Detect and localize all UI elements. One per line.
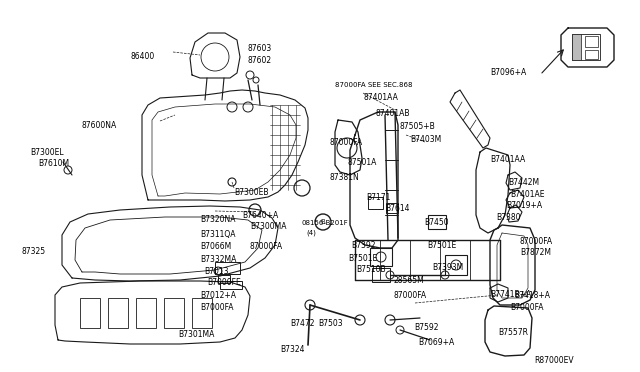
Text: B7300MA: B7300MA xyxy=(250,222,287,231)
Text: 86400: 86400 xyxy=(131,52,155,61)
Text: 87600NA: 87600NA xyxy=(82,121,117,130)
Text: B7472: B7472 xyxy=(290,319,314,328)
Bar xyxy=(585,50,598,59)
Text: 87000FA SEE SEC.868: 87000FA SEE SEC.868 xyxy=(335,82,413,88)
Text: B7640+A: B7640+A xyxy=(242,211,278,220)
Text: B7393M: B7393M xyxy=(432,263,463,272)
Text: B7401AE: B7401AE xyxy=(510,190,545,199)
Text: 87505+B: 87505+B xyxy=(400,122,436,131)
Text: B7442M: B7442M xyxy=(508,178,539,187)
Bar xyxy=(386,203,398,213)
Bar xyxy=(368,197,383,209)
Text: B7418+A: B7418+A xyxy=(514,291,550,300)
Text: B7872M: B7872M xyxy=(520,248,551,257)
Text: B7592: B7592 xyxy=(414,323,438,332)
Text: B7000FE: B7000FE xyxy=(207,278,241,287)
Text: B7510B: B7510B xyxy=(356,265,386,274)
Text: B7403M: B7403M xyxy=(410,135,441,144)
Text: (4): (4) xyxy=(306,230,316,237)
Text: 87325: 87325 xyxy=(22,247,46,256)
Text: 87401AA: 87401AA xyxy=(363,93,398,102)
Text: 87000FA: 87000FA xyxy=(519,237,552,246)
Bar xyxy=(218,275,230,283)
Text: B7019+A: B7019+A xyxy=(506,201,542,210)
Bar xyxy=(572,34,600,60)
Bar xyxy=(428,215,446,229)
Bar xyxy=(572,34,581,60)
Bar xyxy=(585,36,598,47)
Text: B: B xyxy=(321,219,325,225)
Text: B7069+A: B7069+A xyxy=(418,338,454,347)
Text: B7503: B7503 xyxy=(318,319,342,328)
Text: 28565M: 28565M xyxy=(393,276,424,285)
Text: B7013: B7013 xyxy=(204,267,228,276)
Text: B7741B+A: B7741B+A xyxy=(490,290,531,299)
Text: B7614: B7614 xyxy=(385,204,410,213)
Bar xyxy=(192,298,212,328)
Text: 87401AB: 87401AB xyxy=(375,109,410,118)
Text: B7300EL: B7300EL xyxy=(30,148,63,157)
Text: 87381N: 87381N xyxy=(330,173,360,182)
Text: 87000FA: 87000FA xyxy=(250,242,283,251)
Text: 87603: 87603 xyxy=(248,44,272,53)
Text: B7300EB: B7300EB xyxy=(234,188,269,197)
Text: B7450: B7450 xyxy=(424,218,449,227)
Text: 87000FA: 87000FA xyxy=(394,291,427,300)
Text: 87501A: 87501A xyxy=(348,158,378,167)
Text: B7324: B7324 xyxy=(280,345,305,354)
Text: B7501E: B7501E xyxy=(348,254,377,263)
Text: B7311QA: B7311QA xyxy=(200,230,236,239)
Text: B7096+A: B7096+A xyxy=(490,68,526,77)
Text: B7392: B7392 xyxy=(351,241,376,250)
Bar xyxy=(220,281,242,289)
Bar xyxy=(445,255,467,275)
Bar xyxy=(136,298,156,328)
Text: 08156-B201F: 08156-B201F xyxy=(302,220,349,226)
Text: B7401AA: B7401AA xyxy=(490,155,525,164)
Text: B7012+A: B7012+A xyxy=(200,291,236,300)
Text: B7171: B7171 xyxy=(366,193,390,202)
Text: B7380: B7380 xyxy=(496,213,520,222)
Text: 87602: 87602 xyxy=(248,56,272,65)
Bar xyxy=(370,248,392,266)
Text: B7501E: B7501E xyxy=(427,241,456,250)
Bar xyxy=(164,298,184,328)
Text: B7610M: B7610M xyxy=(38,159,69,168)
Text: B7000FA: B7000FA xyxy=(200,303,234,312)
Bar xyxy=(372,268,390,282)
Text: B7000FA: B7000FA xyxy=(510,303,543,312)
Text: B7301MA: B7301MA xyxy=(178,330,214,339)
Text: B7557R: B7557R xyxy=(498,328,528,337)
Text: R87000EV: R87000EV xyxy=(534,356,573,365)
Bar xyxy=(80,298,100,328)
Text: B7066M: B7066M xyxy=(200,242,231,251)
Bar xyxy=(108,298,128,328)
Bar xyxy=(215,262,240,274)
Text: B7320NA: B7320NA xyxy=(200,215,236,224)
Text: B7332MA: B7332MA xyxy=(200,255,236,264)
Text: 87000FA: 87000FA xyxy=(330,138,363,147)
